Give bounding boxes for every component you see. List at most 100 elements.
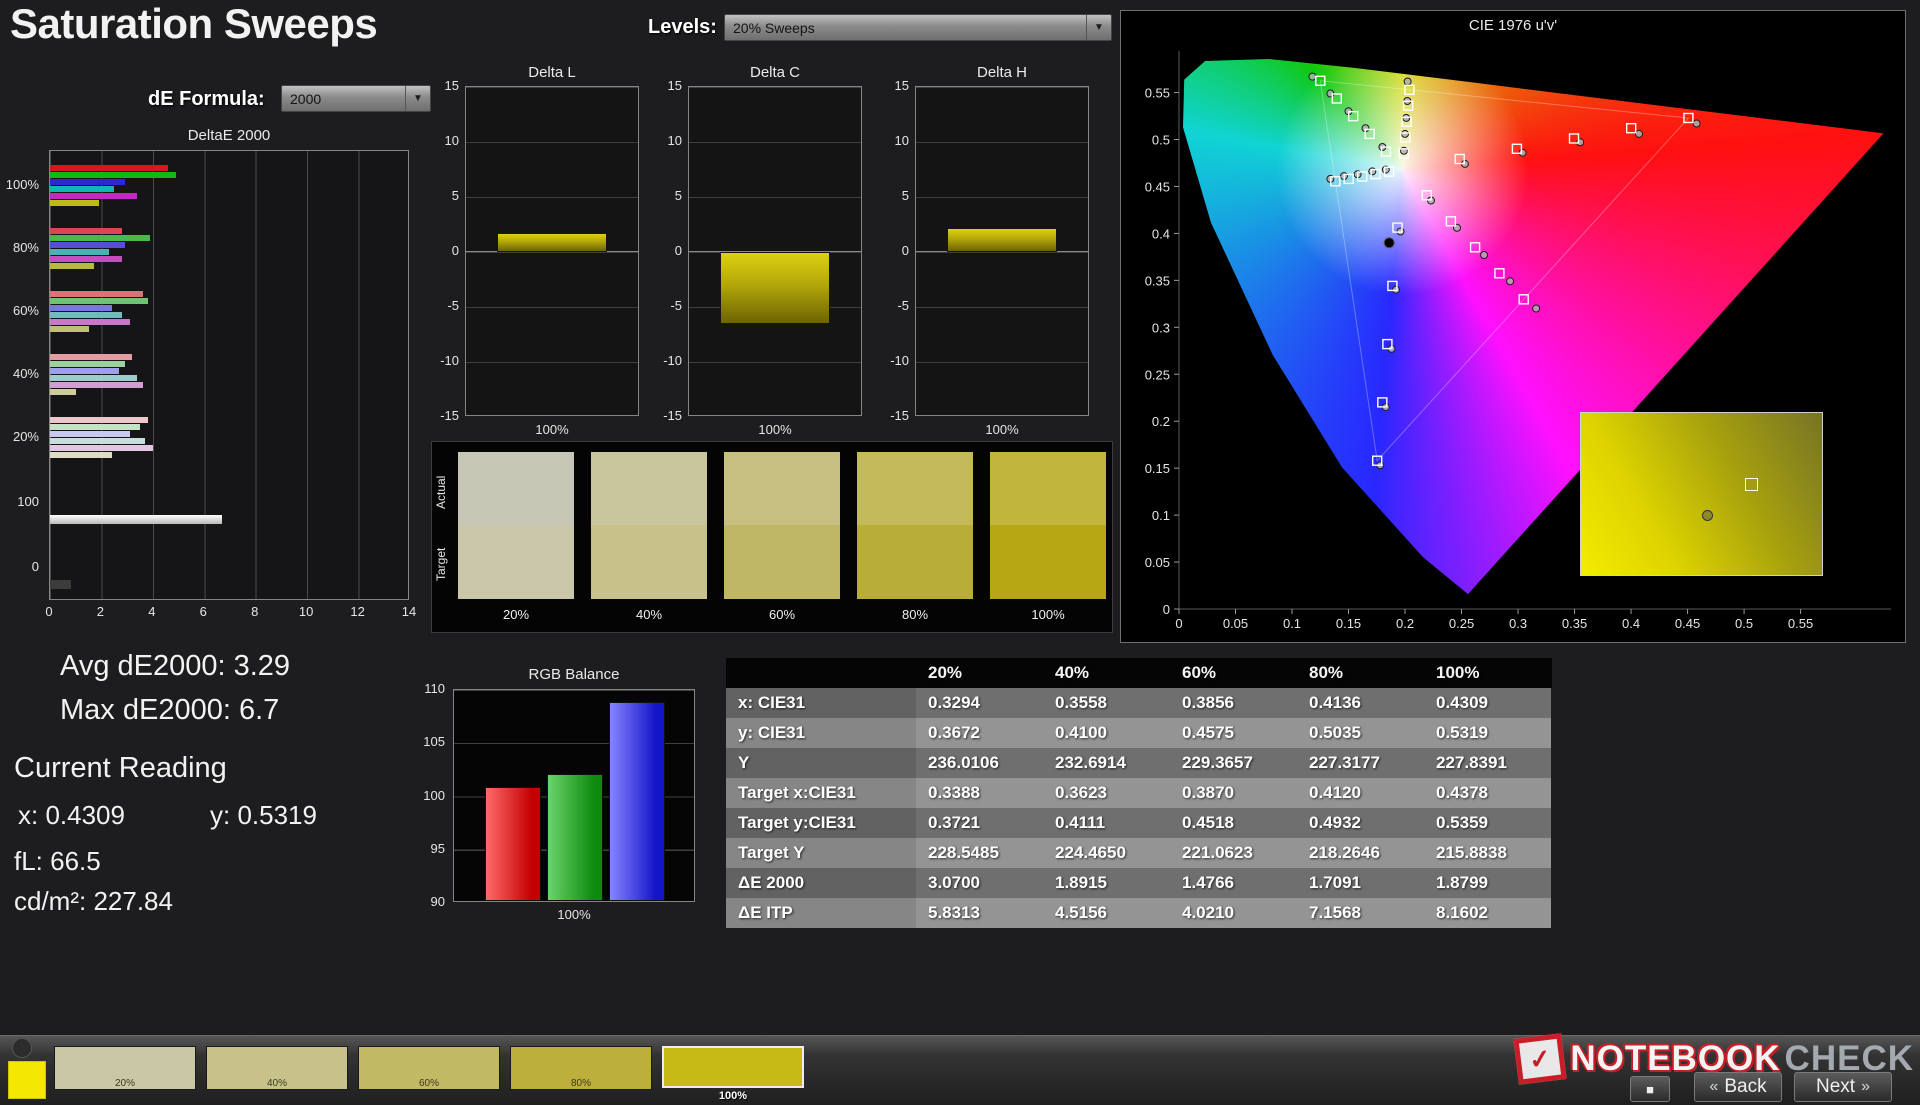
cie-title: CIE 1976 u'v' (1468, 17, 1558, 34)
svg-text:0.55: 0.55 (1788, 616, 1813, 631)
table-cell: 1.7091 (1297, 868, 1424, 898)
table-cell: 0.3870 (1170, 778, 1297, 808)
table-cell: 0.3558 (1043, 688, 1170, 718)
patch-label: 60% (418, 1078, 439, 1089)
svg-text:0.3: 0.3 (1152, 320, 1170, 335)
table-cell: 0.4518 (1170, 808, 1297, 838)
rgb-balance-chart (453, 689, 695, 902)
table-row-label: ΔE ITP (726, 898, 916, 928)
deltae-y-tick-label: 60% (12, 303, 39, 318)
table-cell: 5.8313 (916, 898, 1043, 928)
patch-swatch-20%[interactable] (54, 1046, 196, 1090)
swatch-target (591, 525, 707, 599)
de-formula-dropdown[interactable]: 2000 ▼ (281, 85, 431, 112)
levels-dropdown[interactable]: 20% Sweeps ▼ (724, 14, 1112, 41)
table-cell: 0.5035 (1297, 718, 1424, 748)
table-cell: 0.4575 (1170, 718, 1297, 748)
table-cell: 7.1568 (1297, 898, 1424, 928)
table-cell: 0.4136 (1297, 688, 1424, 718)
deltae-bar (50, 256, 122, 262)
mini-chart-title: Delta H (976, 64, 1028, 81)
patch-swatch-100%[interactable] (662, 1046, 804, 1088)
mini-y-tick-label: 10 (667, 133, 682, 148)
deltae-bar (50, 298, 148, 304)
mini-y-tick-label: 15 (894, 78, 909, 93)
svg-text:0.35: 0.35 (1562, 616, 1587, 631)
target-row-label: Target (434, 547, 448, 581)
rgb-y-axis: 110 105 100 95 90 (409, 681, 449, 909)
deltae-x-tick-label: 8 (251, 604, 259, 619)
patch-window-knob[interactable] (12, 1038, 32, 1058)
back-button[interactable]: « Back (1694, 1072, 1782, 1102)
table-cell: 227.8391 (1424, 748, 1551, 778)
mini-y-tick-label: 0 (674, 243, 682, 258)
svg-text:0.55: 0.55 (1145, 86, 1170, 101)
table-row: y: CIE31 0.3672 0.4100 0.4575 0.5035 0.5319 (726, 718, 1552, 748)
mini-y-tick-label: 15 (444, 78, 459, 93)
deltae-x-tick-label: 12 (350, 604, 365, 619)
deltae-bar (50, 452, 112, 458)
reading-cdm2: cd/m²: 227.84 (14, 886, 173, 916)
svg-text:0.5: 0.5 (1152, 133, 1170, 148)
window-mode-button[interactable]: ■ (1630, 1076, 1670, 1102)
table-cell: 4.0210 (1170, 898, 1297, 928)
table-header-row: 20% 40% 60% 80% 100% (726, 658, 1552, 688)
table-row-label: x: CIE31 (726, 688, 916, 718)
svg-text:0.1: 0.1 (1152, 508, 1170, 523)
mini-y-tick-label: 15 (667, 78, 682, 93)
deltae-chart-title: DeltaE 2000 (187, 127, 271, 144)
swatch-level-label: 100% (1031, 607, 1065, 622)
mini-chart-title: Delta L (528, 64, 576, 81)
swatch-actual (724, 452, 840, 525)
delta-bar (719, 252, 831, 324)
next-button[interactable]: Next » (1794, 1072, 1892, 1102)
patch-swatch-40%[interactable] (206, 1046, 348, 1090)
swatch-comparison-panel: Actual Target 20% 40% 60% 80% 100% (431, 441, 1113, 633)
chevron-left-double-icon: « (1709, 1078, 1719, 1095)
chevron-down-icon: ▼ (405, 86, 430, 111)
table-cell: 0.5319 (1424, 718, 1551, 748)
patch-swatch-80%[interactable] (510, 1046, 652, 1090)
swatch-target (724, 525, 840, 599)
mini-y-tick-label: -15 (663, 408, 682, 423)
table-cell: 1.4766 (1170, 868, 1297, 898)
cie-overlay: 0 0.05 0.1 0.15 0.2 0.25 0.3 0.35 0.4 0.45 0.5 0.55… (1145, 51, 1891, 631)
patch-label: 40% (266, 1078, 287, 1089)
deltae-y-axis: 100% 80% 60% 40% 20% 100 0 (0, 150, 45, 600)
swatch-level-label: 20% (502, 607, 530, 622)
de-formula-label: dE Formula: (148, 88, 265, 110)
deltae-x-axis: 0 2 4 6 8 10 12 14 (45, 604, 416, 622)
svg-text:0: 0 (1163, 602, 1170, 617)
de-formula-dropdown-value: 2000 (290, 91, 322, 107)
table-row-label: Target y:CIE31 (726, 808, 916, 838)
table-cell: 218.2646 (1297, 838, 1424, 868)
deltae-y-tick-label: 100% (5, 177, 39, 192)
svg-text:0.05: 0.05 (1223, 616, 1248, 631)
patch-swatch-60%[interactable] (358, 1046, 500, 1090)
table-row: Y 236.0106 232.6914 229.3657 227.3177 227.839… (726, 748, 1552, 778)
deltae-bar (50, 312, 122, 318)
mini-y-tick-label: 5 (901, 188, 909, 203)
table-cell: 0.4100 (1043, 718, 1170, 748)
mini-chart-plot (915, 86, 1089, 416)
mini-y-tick-label: 10 (894, 133, 909, 148)
deltae-bar (50, 389, 76, 395)
current-patch-swatch[interactable] (8, 1061, 46, 1099)
svg-text:0.5: 0.5 (1735, 616, 1753, 631)
mini-y-tick-label: 5 (451, 188, 459, 203)
deltae-group (50, 417, 408, 459)
deltae-x-tick-label: 0 (45, 604, 53, 619)
deltae-bar (50, 368, 120, 374)
svg-text:0.3: 0.3 (1509, 616, 1527, 631)
back-button-label: Back (1724, 1076, 1767, 1097)
mini-y-tick-label: -10 (663, 353, 682, 368)
svg-text:0.45: 0.45 (1675, 616, 1700, 631)
mini-x-label: 100% (985, 422, 1019, 437)
table-row: Target Y 228.5485 224.4650 221.0623 218.2646… (726, 838, 1552, 868)
table-cell: 0.4309 (1424, 688, 1551, 718)
deltae-x-tick-label: 10 (298, 604, 314, 619)
page-title: Saturation Sweeps (10, 0, 378, 47)
table-cell: 228.5485 (916, 838, 1043, 868)
table-cell: 0.4111 (1043, 808, 1170, 838)
